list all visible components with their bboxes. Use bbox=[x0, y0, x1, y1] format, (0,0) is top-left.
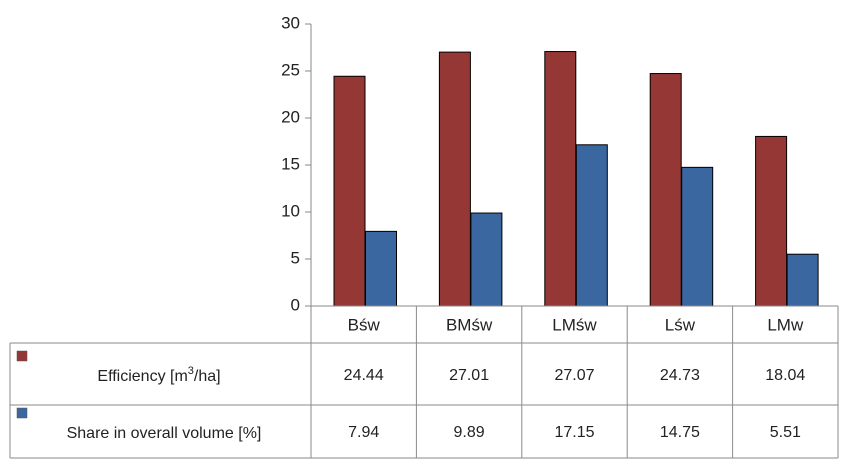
y-tick-label: 10 bbox=[281, 201, 300, 220]
bar-efficiency-1 bbox=[438, 51, 471, 307]
legend-label-efficiency: Efficiency [m3/ha] bbox=[97, 365, 220, 385]
bar-share-4 bbox=[786, 253, 819, 307]
data-table-value: 24.73 bbox=[660, 367, 700, 384]
y-tick-label: 30 bbox=[281, 13, 300, 32]
legend-label-part: Efficiency [m bbox=[97, 368, 187, 385]
data-table-value: 24.44 bbox=[344, 367, 384, 384]
x-category-label: BMśw bbox=[446, 315, 493, 334]
data-table-value: 5.51 bbox=[770, 424, 801, 441]
bar-share-0 bbox=[365, 230, 397, 307]
bars-layer bbox=[333, 51, 819, 307]
x-category-label: LMw bbox=[767, 315, 804, 334]
bar-share-3 bbox=[681, 166, 714, 307]
legend-label-share: Share in overall volume [%] bbox=[67, 425, 262, 442]
legend-label-part: /ha] bbox=[194, 368, 221, 385]
x-category-label: LMśw bbox=[552, 315, 597, 334]
data-table-value: 9.89 bbox=[454, 424, 485, 441]
bar-share-1 bbox=[470, 212, 503, 307]
y-tick-label: 15 bbox=[281, 154, 300, 173]
data-table: Bśw BMśw LMśw Lśw LMw Efficiency [m3/ha] 24.44… bbox=[9, 305, 839, 459]
y-tick-label: 0 bbox=[291, 295, 300, 314]
data-table-value: 27.01 bbox=[449, 367, 489, 384]
y-tick-label: 20 bbox=[281, 107, 300, 126]
data-table-value: 14.75 bbox=[660, 424, 700, 441]
x-category-label: Lśw bbox=[665, 315, 696, 334]
legend-key-share bbox=[16, 407, 28, 419]
legend-label-superscript: 3 bbox=[188, 365, 194, 377]
bar-efficiency-2 bbox=[544, 51, 577, 307]
x-category-label: Bśw bbox=[348, 315, 381, 334]
data-table-value: 17.15 bbox=[554, 424, 594, 441]
data-table-value: 27.07 bbox=[554, 367, 594, 384]
data-table-value: 7.94 bbox=[348, 424, 379, 441]
bar-share-2 bbox=[575, 144, 608, 307]
legend-key-efficiency bbox=[16, 350, 28, 362]
axis-layer: 0 5 10 15 20 25 30 bbox=[281, 13, 312, 314]
bar-efficiency-0 bbox=[333, 75, 366, 307]
y-tick-label: 25 bbox=[281, 60, 300, 79]
bar-efficiency-4 bbox=[755, 135, 788, 307]
bar-efficiency-3 bbox=[649, 73, 682, 307]
data-table-value: 18.04 bbox=[765, 367, 805, 384]
y-tick-label: 5 bbox=[291, 248, 300, 267]
